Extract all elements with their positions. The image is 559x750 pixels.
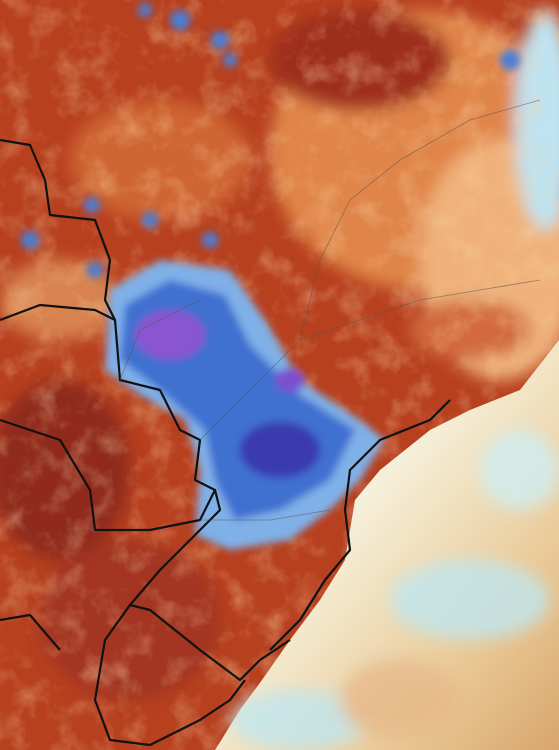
ocean-variation bbox=[230, 430, 559, 750]
borders bbox=[0, 138, 451, 747]
state-lines bbox=[119, 99, 541, 521]
ocean bbox=[215, 340, 559, 750]
cold-spots bbox=[21, 3, 520, 278]
cold-anomaly bbox=[105, 260, 385, 550]
